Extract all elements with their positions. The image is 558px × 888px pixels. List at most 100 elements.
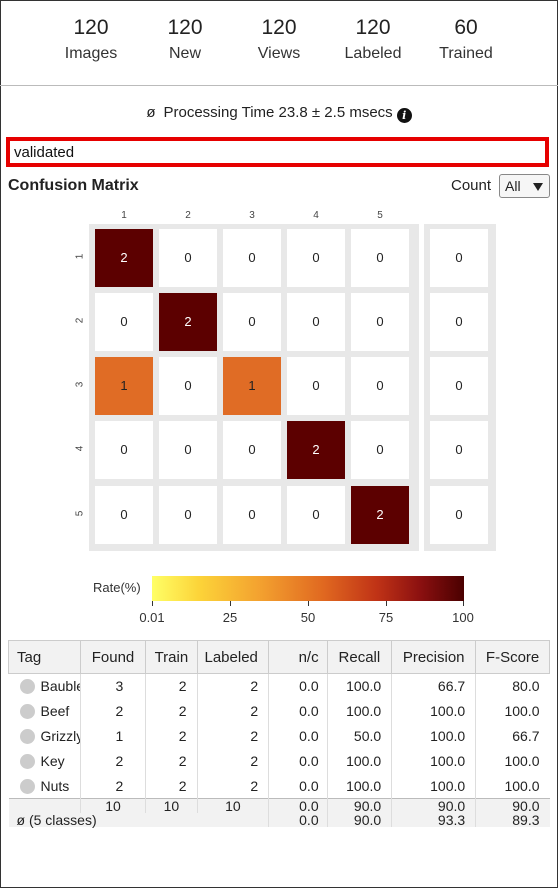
matrix-row-header: 1 [74, 253, 86, 260]
tag-cell: Beef [9, 699, 81, 724]
matrix-cell[interactable]: 0 [351, 293, 409, 351]
total-nc: 0.0 [268, 798, 328, 813]
matrix-cell[interactable]: 2 [95, 229, 153, 287]
stats-bar: 120 Images 120 New 120 Views 120 Labeled… [0, 0, 558, 86]
cell-found: 2 [79, 698, 146, 724]
matrix-column-header: 3 [249, 210, 255, 221]
colorbar-tick-label: 25 [222, 610, 238, 625]
tag-name: Beef [40, 703, 70, 719]
cell-train: 2 [145, 723, 197, 749]
matrix-cell[interactable]: 0 [159, 486, 217, 544]
cell-train: 2 [145, 748, 197, 774]
cell-fscore: 66.7 [475, 723, 550, 749]
confusion-matrix-title: Confusion Matrix [8, 177, 139, 194]
stat-label: New [168, 45, 201, 62]
cell-labeled: 2 [196, 673, 269, 699]
header-found[interactable]: Found [79, 640, 147, 674]
matrix-cell[interactable]: 2 [351, 486, 409, 544]
cell-precision: 66.7 [391, 673, 476, 699]
matrix-cell[interactable]: 1 [223, 357, 281, 415]
matrix-cell[interactable]: 2 [287, 421, 345, 479]
colorbar-tick-label: 100 [452, 610, 474, 625]
table-row[interactable]: Beef 2 2 2 0.0 100.0 100.0 100.0 [9, 698, 550, 724]
header-labeled[interactable]: Labeled [196, 640, 270, 674]
matrix-cell[interactable]: 0 [287, 357, 345, 415]
matrix-column-header: 5 [377, 210, 383, 221]
stat-views[interactable]: 120 Views [234, 16, 324, 63]
cell-fscore: 100.0 [475, 748, 550, 774]
stat-images[interactable]: 120 Images [46, 16, 136, 63]
matrix-cell[interactable]: 0 [223, 421, 281, 479]
average-row: ø (5 classes) 0.0 90.0 93.3 89.3 [8, 813, 550, 827]
matrix-cell[interactable]: 0 [351, 421, 409, 479]
header-train[interactable]: Train [145, 640, 198, 674]
matrix-cell[interactable]: 0 [159, 421, 217, 479]
cell-nc: 0.0 [268, 698, 328, 724]
matrix-cell[interactable]: 0 [223, 229, 281, 287]
matrix-cell[interactable]: 0 [287, 229, 345, 287]
table-row[interactable]: Nuts 2 2 2 0.0 100.0 100.0 100.0 [9, 773, 550, 799]
header-tag[interactable]: Tag [8, 640, 81, 674]
matrix-cell[interactable]: 2 [159, 293, 217, 351]
stat-value: 120 [261, 16, 297, 39]
unassigned-cell[interactable]: 0 [430, 229, 488, 287]
matrix-cell[interactable]: 0 [287, 293, 345, 351]
matrix-row-header: 3 [74, 381, 86, 388]
matrix-cell[interactable]: 1 [95, 357, 153, 415]
unassigned-cell[interactable]: 0 [430, 293, 488, 351]
cell-recall: 100.0 [326, 673, 392, 699]
average-label: ø (5 classes) [8, 813, 269, 827]
info-icon[interactable]: i [396, 108, 412, 123]
unassigned-cell[interactable]: 0 [430, 421, 488, 479]
stat-label: Labeled [344, 45, 402, 62]
search-box[interactable] [6, 137, 549, 167]
tag-color-dot [19, 728, 35, 744]
cell-labeled: 2 [196, 698, 269, 724]
cell-labeled: 2 [196, 773, 269, 799]
count-select-value: All [505, 178, 521, 194]
stat-labeled[interactable]: 120 Labeled [328, 16, 418, 63]
table-row[interactable]: Bauble 3 2 2 0.0 100.0 66.7 80.0 [9, 673, 550, 699]
cell-train: 2 [145, 673, 197, 699]
cell-labeled: 2 [196, 723, 269, 749]
tag-color-dot [19, 679, 35, 694]
processing-time-text: Processing Time 23.8 ± 2.5 msecs [163, 104, 393, 121]
cell-precision: 100.0 [391, 698, 476, 724]
count-select[interactable]: All [499, 174, 550, 198]
matrix-cell[interactable]: 0 [95, 421, 153, 479]
tag-name: Nuts [40, 777, 70, 794]
matrix-cell[interactable]: 0 [95, 486, 153, 544]
stat-trained[interactable]: 60 Trained [421, 16, 511, 63]
total-train: 10 [145, 798, 197, 813]
tag-cell: Key [9, 749, 81, 774]
tag-cell: Grizzly [9, 724, 80, 749]
unassigned-cell[interactable]: 0 [430, 357, 488, 415]
colorbar-tick-label: 50 [300, 610, 316, 625]
matrix-cell[interactable]: 0 [159, 229, 217, 287]
search-input[interactable] [10, 141, 545, 163]
colorbar-tick-label: 75 [378, 610, 394, 625]
table-row[interactable]: Key 2 2 2 0.0 100.0 100.0 100.0 [9, 748, 550, 774]
matrix-cell[interactable]: 0 [351, 229, 409, 287]
table-row[interactable]: Grizzly 1 2 2 0.0 50.0 100.0 66.7 [9, 723, 550, 749]
unassigned-cell[interactable]: 0 [430, 486, 488, 544]
matrix-cell[interactable]: 0 [159, 357, 217, 415]
header-fscore[interactable]: F-Score [475, 640, 550, 674]
matrix-cell[interactable]: 0 [223, 486, 281, 544]
totals-spacer [8, 798, 81, 813]
stat-new[interactable]: 120 New [140, 16, 230, 63]
average-nc: 0.0 [268, 813, 328, 827]
average-symbol: ø [146, 104, 156, 121]
matrix-cell[interactable]: 0 [287, 486, 345, 544]
colorbar-tick-mark [152, 601, 153, 606]
cell-found: 3 [79, 673, 146, 699]
matrix-cell[interactable]: 0 [351, 357, 409, 415]
matrix-cell[interactable]: 0 [223, 293, 281, 351]
header-precision[interactable]: Precision [391, 640, 477, 674]
header-nc[interactable]: n/c [268, 640, 328, 674]
matrix-cell[interactable]: 0 [95, 293, 153, 351]
header-recall[interactable]: Recall [326, 640, 393, 674]
tag-color-dot [19, 703, 35, 719]
colorbar-tick-label: 0.01 [139, 610, 165, 625]
stat-value: 120 [355, 16, 391, 39]
